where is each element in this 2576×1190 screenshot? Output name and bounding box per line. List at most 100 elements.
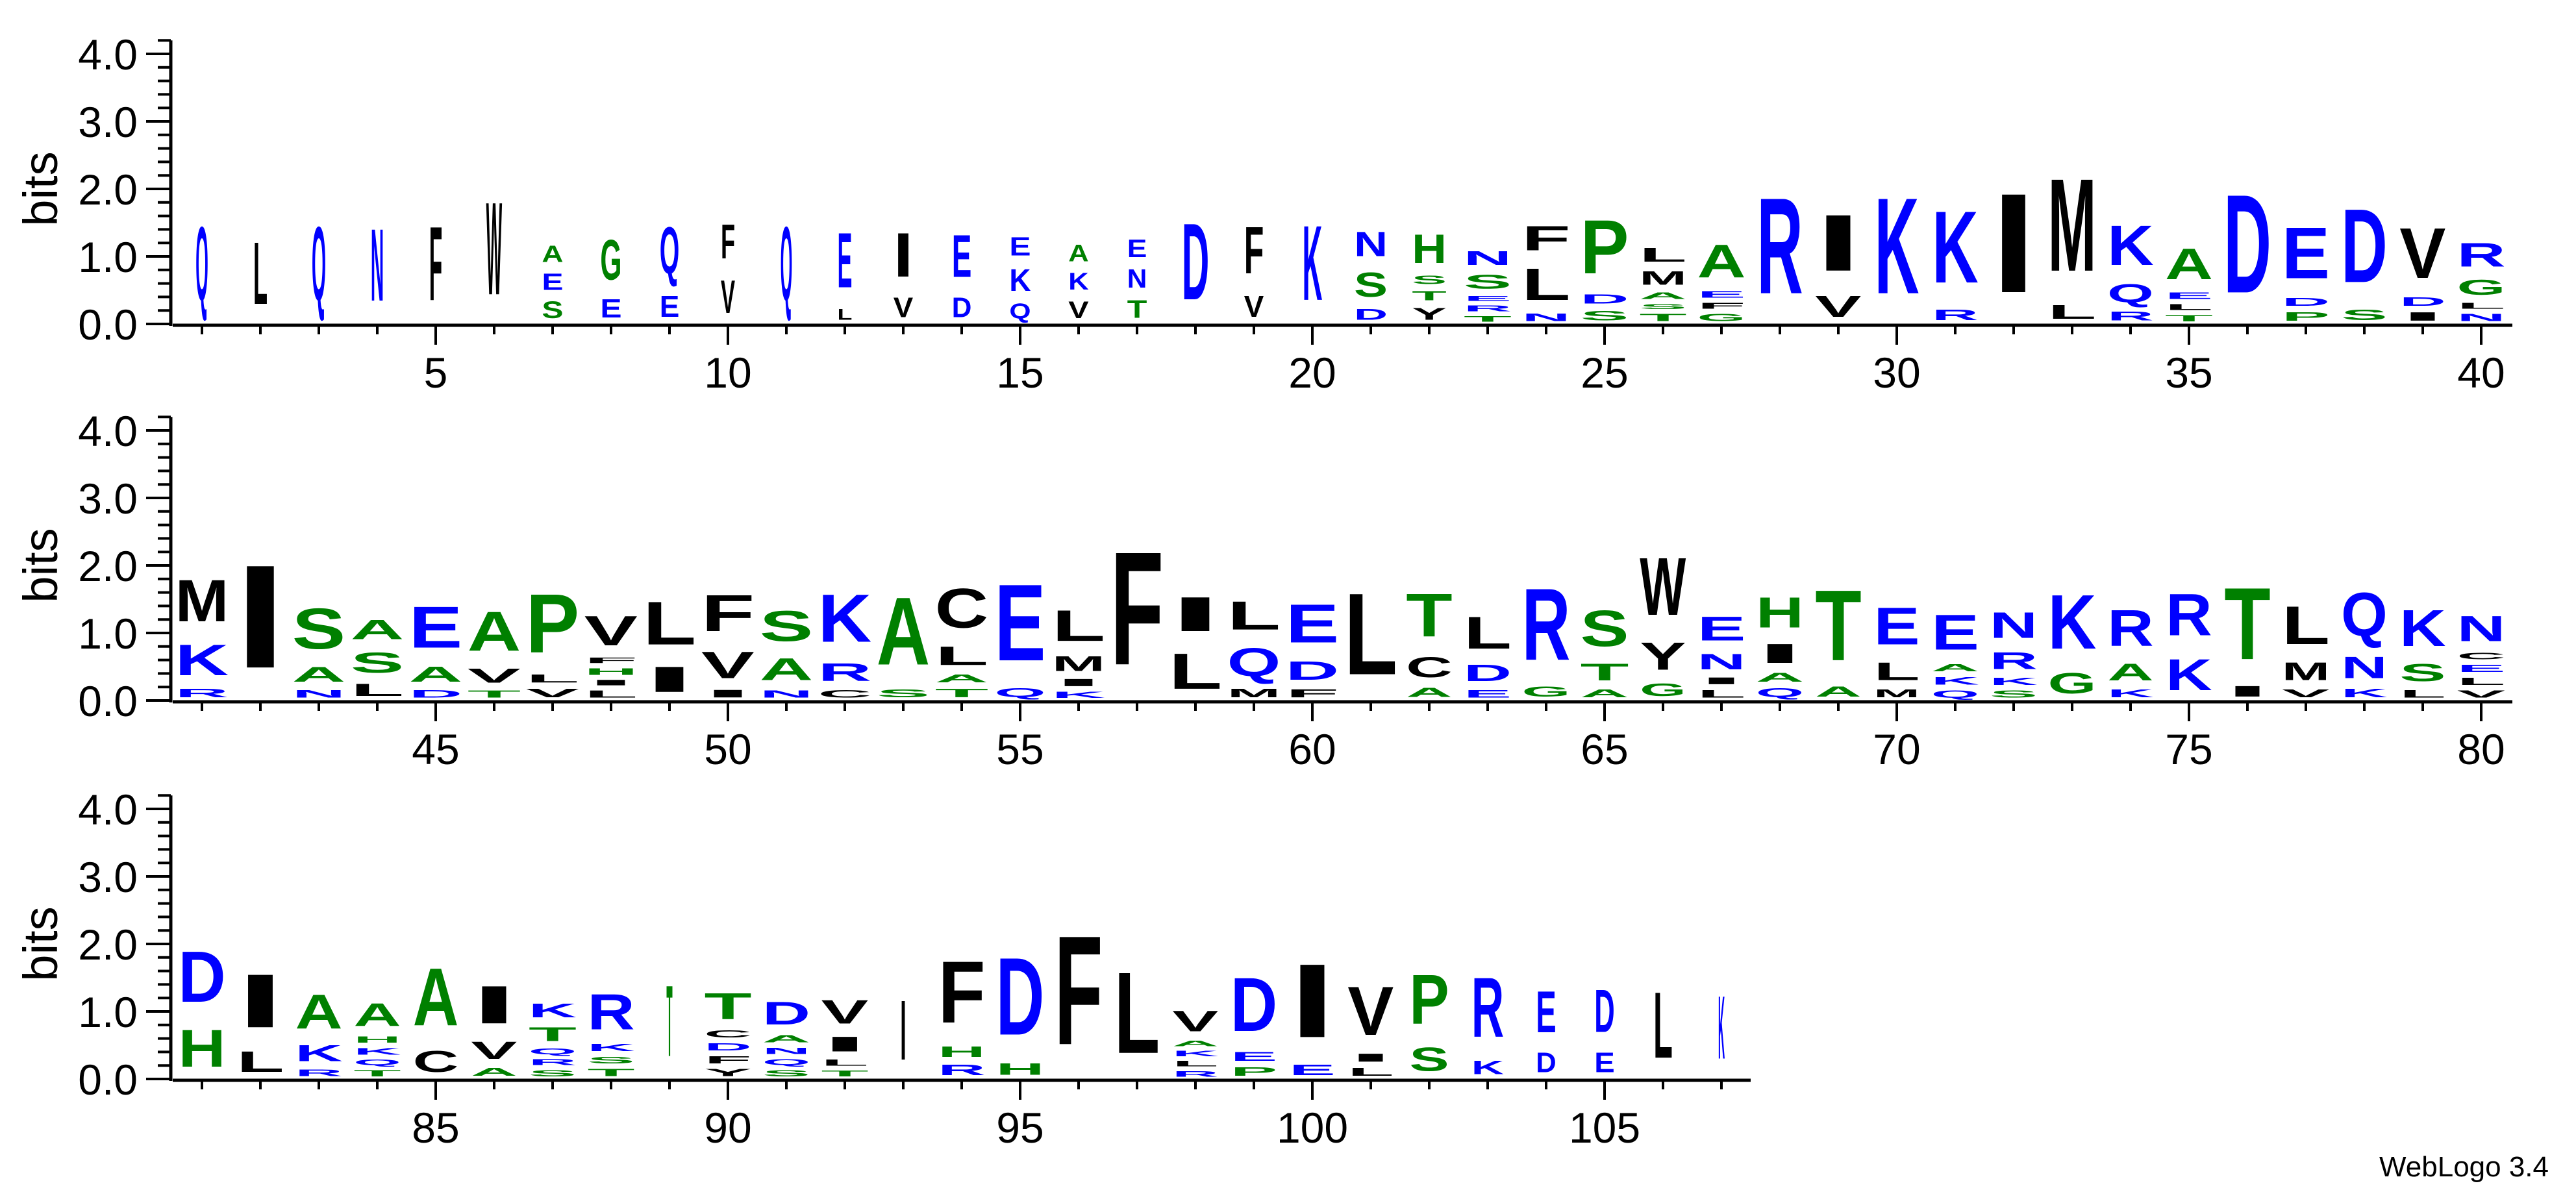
logo-letter-G: G xyxy=(2048,667,2097,700)
logo-letter-A: A xyxy=(353,997,401,1033)
logo-stack-5: F xyxy=(429,205,442,322)
logo-letter-A: A xyxy=(1581,687,1629,700)
logo-letter-L: L xyxy=(1052,601,1105,651)
logo-stack-105: ED xyxy=(1594,977,1614,1078)
logo-letter-G: G xyxy=(1640,680,1686,700)
logo-letter-D: D xyxy=(1464,660,1512,687)
logo-stack-43: NAS xyxy=(292,596,345,700)
logo-stack-101: LIV xyxy=(1347,972,1394,1078)
logo-letter-K: K xyxy=(1718,977,1725,1078)
logo-letter-L: L xyxy=(526,672,579,685)
logo-letter-Q: Q xyxy=(312,205,326,323)
logo-stack-6: W xyxy=(486,175,503,322)
logo-letter-E: E xyxy=(1931,605,1979,661)
logo-letter-P: P xyxy=(526,576,579,670)
logo-letter-V: V xyxy=(2399,214,2445,293)
y-tick-label: 0.0 xyxy=(78,1056,138,1104)
logo-stack-77: VML xyxy=(2282,595,2330,700)
x-tick-label: 90 xyxy=(704,1104,751,1152)
y-tick-label: 4.0 xyxy=(78,407,138,455)
logo-letter-T: T xyxy=(1464,314,1512,323)
logo-stack-1: Q xyxy=(195,205,208,323)
logo-letter-G: G xyxy=(1697,312,1746,323)
logo-letter-C: C xyxy=(1406,652,1452,684)
x-tick-label: 15 xyxy=(996,349,1044,397)
logo-letter-V: V xyxy=(701,644,755,686)
logo-letter-A: A xyxy=(2107,658,2153,686)
logo-letter-I: I xyxy=(236,959,284,1044)
logo-stack-29: VI xyxy=(1815,198,1861,323)
logo-stack-39: IDV xyxy=(2399,214,2445,323)
logo-letter-A: A xyxy=(295,984,342,1039)
logo-letter-E: E xyxy=(2457,663,2506,675)
logo-letter-S: S xyxy=(1464,271,1512,293)
logo-letter-H: H xyxy=(178,1019,225,1078)
logo-stack-93: I xyxy=(900,983,906,1078)
logo-letter-I: I xyxy=(2399,310,2445,323)
logo-letter-L: L xyxy=(1653,973,1673,1078)
logo-letter-Y: Y xyxy=(1640,634,1686,678)
logo-letter-L: L xyxy=(1227,593,1281,638)
logo-letter-E: E xyxy=(1464,688,1512,700)
logo-letter-C: C xyxy=(704,1028,751,1040)
logo-letter-K: K xyxy=(1303,204,1323,323)
logo-stack-82: LI xyxy=(236,959,284,1078)
logo-letter-F: F xyxy=(1110,519,1164,699)
logo-letter-N: N xyxy=(2457,312,2506,323)
logo-letter-D: D xyxy=(762,995,810,1032)
logo-letter-V: V xyxy=(1347,972,1394,1050)
logo-letter-E: E xyxy=(1286,593,1339,654)
logo-letter-A: A xyxy=(409,662,462,686)
logo-letter-T: T xyxy=(1639,312,1686,323)
logo-letter-E: E xyxy=(600,293,621,323)
x-tick-label: 40 xyxy=(2457,349,2505,397)
logo-letter-L: L xyxy=(253,225,268,323)
x-tick-label: 80 xyxy=(2457,725,2505,773)
logo-letter-T: T xyxy=(1406,581,1452,650)
logo-stack-60: FDE xyxy=(1286,593,1339,700)
logo-letter-S: S xyxy=(587,1054,634,1065)
logo-letter-T: T xyxy=(353,1068,401,1078)
y-tick-label: 1.0 xyxy=(78,610,138,658)
logo-stack-33: LM xyxy=(2048,152,2097,323)
logo-letter-R: R xyxy=(295,1068,342,1079)
logo-stack-18: D xyxy=(1182,201,1209,323)
logo-letter-G: G xyxy=(600,227,621,291)
logo-stack-99: PED xyxy=(1231,963,1277,1078)
logo-letter-K: K xyxy=(1068,267,1088,295)
logo-letter-A: A xyxy=(877,578,930,686)
y-tick-label: 4.0 xyxy=(78,786,138,834)
logo-letter-Q: Q xyxy=(353,1058,401,1067)
logo-letter-D: D xyxy=(1286,656,1339,686)
logo-letter-M: M xyxy=(175,568,229,634)
logo-stack-41: RKM xyxy=(175,568,229,700)
logo-letter-Q: Q xyxy=(2341,579,2387,649)
logo-letter-D: D xyxy=(178,936,225,1017)
logo-letter-R: R xyxy=(1471,960,1504,1055)
logo-letter-V: V xyxy=(584,607,638,654)
logo-letter-I: I xyxy=(1052,676,1105,688)
y-tick-label: 3.0 xyxy=(78,475,138,523)
logo-stack-8: EG xyxy=(600,227,621,323)
logo-letter-S: S xyxy=(1412,273,1447,287)
logo-letter-A: A xyxy=(1068,239,1088,266)
logo-letter-N: N xyxy=(760,688,813,700)
logo-letter-F: F xyxy=(721,215,735,269)
logo-letter-S: S xyxy=(351,647,404,679)
logo-letter-T: T xyxy=(529,1023,577,1045)
logo-letter-V: V xyxy=(821,993,868,1031)
logo-letter-F: F xyxy=(1244,214,1264,288)
logo-letter-M: M xyxy=(2282,657,2330,686)
logo-letter-F: F xyxy=(584,656,638,665)
logo-letter-A: A xyxy=(1639,290,1686,301)
logo-letter-S: S xyxy=(1581,599,1629,657)
logo-stack-79: LSK xyxy=(2399,600,2445,700)
logo-letter-K: K xyxy=(2107,687,2153,700)
logo-letter-G: G xyxy=(1522,684,1571,700)
